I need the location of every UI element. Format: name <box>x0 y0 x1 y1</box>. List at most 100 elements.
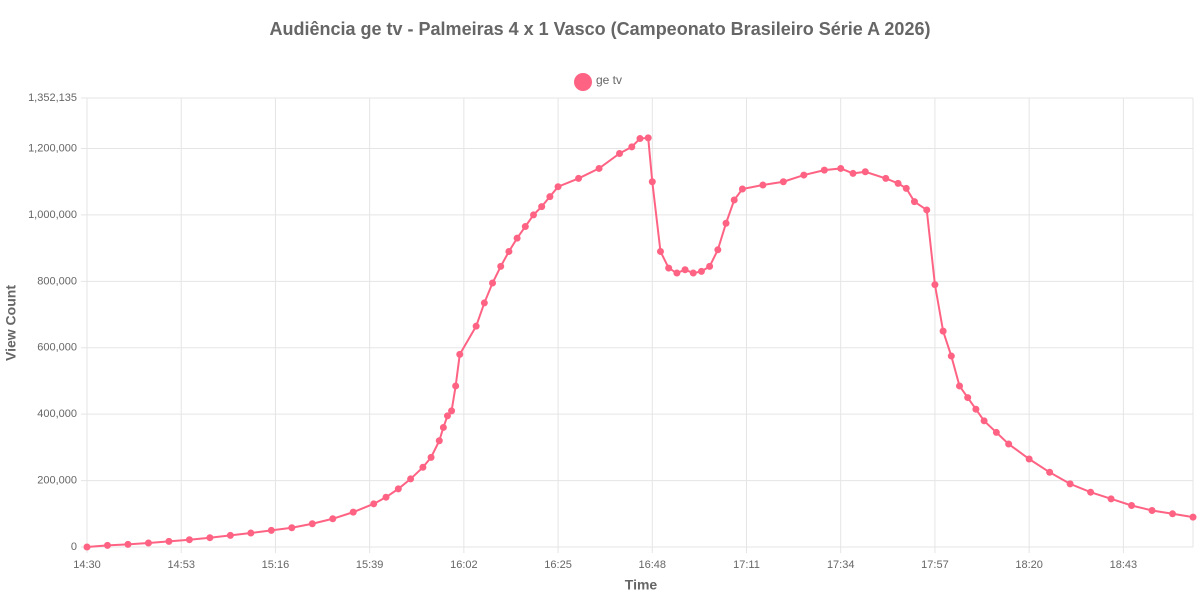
data-point <box>759 181 767 189</box>
data-point <box>144 539 152 547</box>
x-tick-label: 18:43 <box>1110 559 1138 571</box>
legend-label: ge tv <box>596 73 622 87</box>
data-point <box>849 169 857 177</box>
data-point <box>83 543 91 551</box>
data-point <box>595 164 603 172</box>
data-point <box>165 537 173 545</box>
y-axis-title: View Count <box>3 285 19 361</box>
data-point <box>456 350 464 358</box>
x-axis-title: Time <box>625 577 658 593</box>
data-point <box>267 526 275 534</box>
data-point <box>370 500 378 508</box>
y-tick-label: 1,352,135 <box>28 92 77 104</box>
data-point <box>902 184 910 192</box>
data-point <box>394 485 402 493</box>
data-point <box>714 246 722 254</box>
data-point <box>1005 440 1013 448</box>
data-point <box>103 541 111 549</box>
data-point <box>648 178 656 186</box>
data-point <box>673 269 681 277</box>
data-point <box>980 417 988 425</box>
data-point <box>616 150 624 158</box>
data-point <box>779 178 787 186</box>
data-point <box>706 262 714 270</box>
y-tick-label: 0 <box>71 541 77 553</box>
data-point <box>644 134 652 142</box>
data-point <box>837 164 845 172</box>
data-point <box>308 520 316 528</box>
chart-title: Audiência ge tv - Palmeiras 4 x 1 Vasco … <box>270 19 931 39</box>
data-point <box>665 264 673 272</box>
data-point <box>1087 488 1095 496</box>
data-point <box>538 203 546 211</box>
x-tick-label: 18:20 <box>1015 559 1043 571</box>
data-point <box>910 198 918 206</box>
data-point <box>124 540 132 548</box>
data-point <box>972 405 980 413</box>
x-tick-label: 15:39 <box>356 559 384 571</box>
data-point <box>656 247 664 255</box>
data-point <box>992 428 1000 436</box>
data-point <box>448 407 456 415</box>
y-tick-label: 200,000 <box>37 474 77 486</box>
data-point <box>800 171 808 179</box>
data-point <box>1169 510 1177 518</box>
data-point <box>247 529 255 537</box>
data-point <box>722 219 730 227</box>
data-point <box>489 279 497 287</box>
x-tick-label: 17:34 <box>827 559 855 571</box>
data-point <box>689 269 697 277</box>
data-point <box>575 174 583 182</box>
data-point <box>1066 480 1074 488</box>
data-point <box>931 281 939 289</box>
data-point <box>288 524 296 532</box>
data-point <box>939 327 947 335</box>
data-point <box>1025 455 1033 463</box>
data-point <box>443 412 451 420</box>
data-point <box>349 508 357 516</box>
data-point <box>206 534 214 542</box>
data-point <box>1189 513 1197 521</box>
data-point <box>947 352 955 360</box>
data-point <box>681 266 689 274</box>
data-point <box>439 423 447 431</box>
x-tick-label: 17:57 <box>921 559 949 571</box>
data-point <box>628 143 636 151</box>
y-tick-label: 1,200,000 <box>28 142 77 154</box>
data-point <box>185 536 193 544</box>
data-point <box>329 515 337 523</box>
legend-marker <box>574 73 592 91</box>
data-point <box>1046 468 1054 476</box>
data-point <box>382 493 390 501</box>
data-point <box>521 223 529 231</box>
data-point <box>452 382 460 390</box>
data-point <box>546 193 554 201</box>
data-point <box>1148 506 1156 514</box>
data-point <box>427 453 435 461</box>
data-point <box>407 475 415 483</box>
x-tick-label: 16:02 <box>450 559 478 571</box>
data-point <box>480 299 488 307</box>
x-tick-label: 14:53 <box>167 559 195 571</box>
x-tick-label: 17:11 <box>733 559 760 571</box>
data-point <box>636 135 644 143</box>
y-tick-label: 600,000 <box>37 342 77 354</box>
data-point <box>1107 495 1115 503</box>
data-point <box>956 382 964 390</box>
x-tick-label: 14:30 <box>73 559 101 571</box>
data-point <box>529 211 537 219</box>
series-line <box>86 136 1194 548</box>
data-point <box>697 267 705 275</box>
data-point <box>861 168 869 176</box>
data-point <box>226 531 234 539</box>
x-tick-label: 15:16 <box>262 559 290 571</box>
y-tick-label: 1,000,000 <box>28 209 77 221</box>
x-tick-label: 16:25 <box>544 559 572 571</box>
data-point <box>894 179 902 187</box>
data-point <box>882 174 890 182</box>
data-point <box>472 322 480 330</box>
data-point <box>419 463 427 471</box>
y-tick-label: 800,000 <box>37 275 77 287</box>
data-point <box>923 206 931 214</box>
